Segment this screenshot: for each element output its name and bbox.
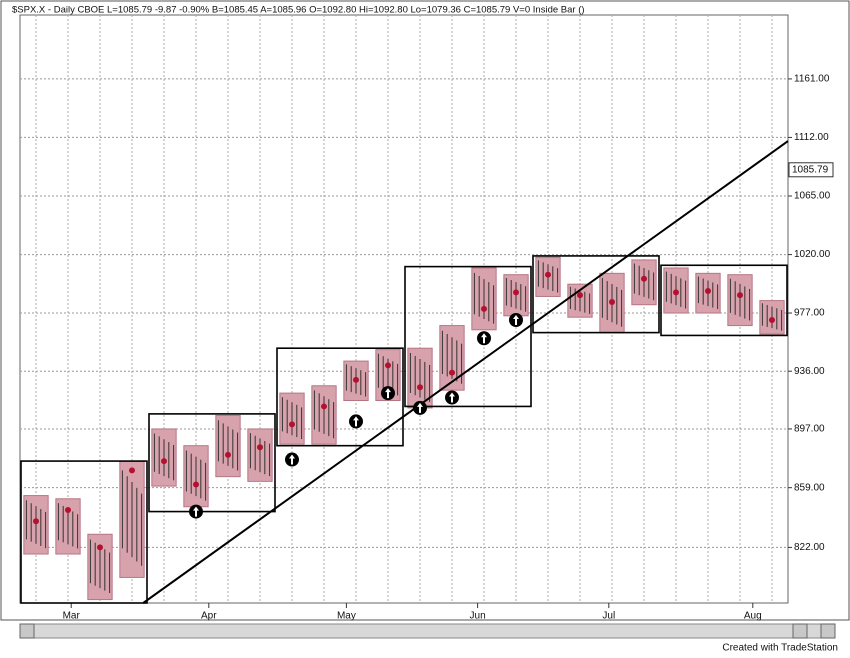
close-dot: [97, 544, 103, 551]
range-box: [148, 413, 276, 513]
close-dot: [641, 275, 647, 282]
last-price-box: [788, 162, 834, 178]
close-dot: [577, 292, 583, 299]
scroll-end[interactable]: [820, 623, 836, 639]
close-dot: [353, 376, 359, 383]
close-dot: [161, 458, 167, 465]
y-tick-label: 897.00: [794, 424, 825, 435]
marker-arrow: [353, 416, 359, 427]
y-tick-label: 1161.00: [794, 74, 830, 85]
close-dot: [449, 369, 455, 376]
range-box: [660, 264, 788, 337]
close-dot: [481, 305, 487, 312]
x-tick-label: May: [337, 611, 356, 622]
close-dot: [673, 289, 679, 296]
x-tick-label: Jun: [470, 611, 486, 622]
close-dot: [609, 298, 615, 305]
y-tick-label: 822.00: [794, 542, 825, 553]
x-tick-label: Apr: [201, 611, 217, 622]
range-box: [532, 255, 660, 334]
y-tick-label: 977.00: [794, 308, 825, 319]
close-dot: [417, 384, 423, 391]
close-dot: [385, 362, 391, 369]
close-dot: [289, 421, 295, 428]
close-dot: [321, 403, 327, 410]
scroll-track[interactable]: [19, 623, 836, 639]
close-dot: [129, 467, 135, 474]
x-tick-label: Mar: [63, 611, 81, 622]
scroll-right[interactable]: [792, 623, 808, 639]
last-price-label: 1085.79: [792, 164, 829, 175]
close-dot: [513, 289, 519, 296]
x-tick-label: Aug: [744, 611, 762, 622]
marker-arrow: [481, 333, 487, 344]
close-dot: [65, 506, 71, 513]
close-dot: [225, 451, 231, 458]
x-tick-label: Jul: [602, 611, 615, 622]
plot-area: [19, 14, 789, 604]
marker-arrow: [417, 402, 423, 413]
scroll-left[interactable]: [19, 623, 35, 639]
close-dot: [545, 271, 551, 278]
close-dot: [193, 481, 199, 488]
close-dot: [33, 518, 39, 525]
trend-line: [142, 140, 789, 604]
range-box: [404, 265, 532, 408]
y-tick-label: 859.00: [794, 482, 825, 493]
chart-title: $SPX.X - Daily CBOE L=1085.79 -9.87 -0.9…: [12, 5, 585, 16]
range-bar: [471, 267, 497, 331]
close-dot: [737, 292, 743, 299]
y-tick-label: 1065.00: [794, 191, 831, 202]
scrollbar[interactable]: [19, 623, 836, 639]
close-dot: [769, 316, 775, 323]
y-tick-label: 1112.00: [794, 132, 829, 143]
marker-arrow: [193, 506, 199, 517]
close-dot: [257, 444, 263, 451]
footer: Created with TradeStation: [722, 643, 838, 654]
y-tick-label: 936.00: [794, 366, 825, 377]
marker-arrow: [289, 454, 295, 465]
y-tick-label: 1020.00: [794, 249, 831, 260]
marker-arrow: [385, 388, 391, 399]
range-box: [276, 347, 404, 447]
range-box: [20, 460, 148, 604]
marker-arrow: [513, 314, 519, 325]
marker-arrow: [449, 392, 455, 403]
close-dot: [705, 287, 711, 294]
